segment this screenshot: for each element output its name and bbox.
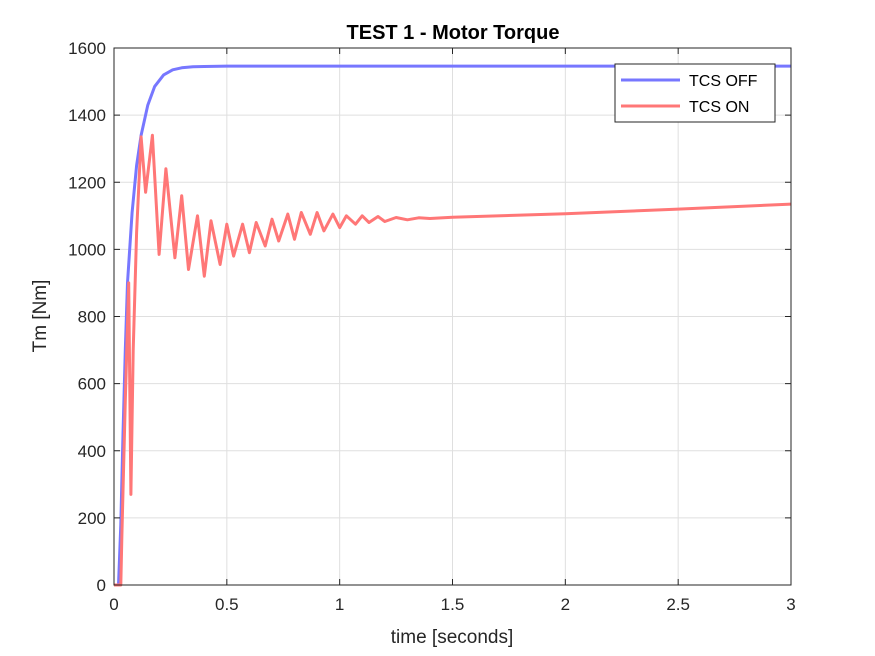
y-axis-label: Tm [Nm] xyxy=(30,280,51,353)
y-tick-label: 1600 xyxy=(68,39,106,58)
y-tick-label: 800 xyxy=(78,308,106,327)
series-lines xyxy=(114,64,792,587)
y-axis-ticks: 0 200 400 600 800 1000 1200 1400 1600 xyxy=(68,39,791,595)
x-tick-label: 1.5 xyxy=(441,595,465,614)
grid xyxy=(113,47,792,586)
legend-box xyxy=(614,63,776,123)
series-line-tcs-on xyxy=(114,133,792,587)
legend-label-tcs-off: TCS OFF xyxy=(689,73,758,90)
legend-label-tcs-on: TCS ON xyxy=(689,99,749,116)
y-tick-label: 600 xyxy=(78,375,106,394)
x-tick-label: 0.5 xyxy=(215,595,239,614)
y-tick-label: 200 xyxy=(78,509,106,528)
x-tick-label: 1 xyxy=(335,595,344,614)
chart-title: TEST 1 - Motor Torque xyxy=(347,22,560,44)
x-tick-label: 0 xyxy=(109,595,118,614)
x-axis-label: time [seconds] xyxy=(391,627,514,648)
y-tick-label: 0 xyxy=(97,576,106,595)
x-axis-ticks: 0 0.5 1 1.5 2 2.5 3 xyxy=(109,48,796,614)
x-tick-label: 2 xyxy=(561,595,570,614)
x-tick-label: 3 xyxy=(786,595,795,614)
legend: TCS OFF TCS ON xyxy=(614,63,776,123)
y-tick-label: 1400 xyxy=(68,106,106,125)
y-tick-label: 1000 xyxy=(68,240,106,259)
x-tick-label: 2.5 xyxy=(666,595,690,614)
y-tick-label: 400 xyxy=(78,442,106,461)
y-tick-label: 1200 xyxy=(68,173,106,192)
